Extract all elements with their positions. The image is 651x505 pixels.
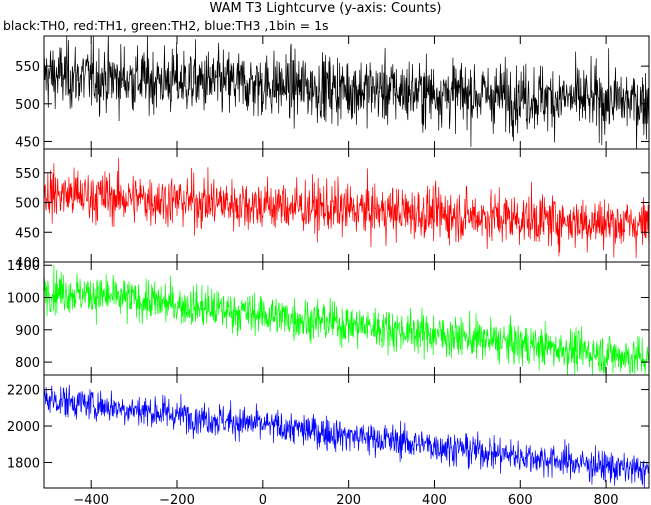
y-tick-label: 800 xyxy=(15,356,40,371)
x-tick-label: −200 xyxy=(159,493,195,505)
series-group-th2 xyxy=(44,264,649,375)
y-tick-label: 400 xyxy=(15,256,40,271)
x-tick-label: 200 xyxy=(336,493,361,505)
y-tick-label: 1800 xyxy=(7,456,40,471)
series-line-th3 xyxy=(44,384,649,488)
series-group-th0 xyxy=(44,36,649,149)
y-tick-label: 2000 xyxy=(7,420,40,435)
x-tick-label: −400 xyxy=(73,493,109,505)
panel-frame xyxy=(43,374,650,489)
series-line-th1 xyxy=(44,157,649,259)
series-group-th1 xyxy=(44,157,649,259)
chart-title: WAM T3 Lightcurve (y-axis: Counts) xyxy=(209,1,442,16)
series-line-th0 xyxy=(44,36,649,149)
x-tick-label: 400 xyxy=(422,493,447,505)
series-line-th2 xyxy=(44,264,649,375)
y-tick-label: 450 xyxy=(15,135,40,150)
y-tick-label: 900 xyxy=(15,324,40,339)
x-tick-label: 800 xyxy=(594,493,619,505)
y-tick-label: 1100 xyxy=(7,259,40,274)
x-tick-label: 600 xyxy=(508,493,533,505)
y-tick-label: 1000 xyxy=(7,292,40,307)
y-tick-label: 500 xyxy=(15,98,40,113)
y-tick-label: 550 xyxy=(15,60,40,75)
y-tick-label: 550 xyxy=(15,167,40,182)
chart-subtitle: black:TH0, red:TH1, green:TH2, blue:TH3 … xyxy=(3,18,329,33)
y-tick-label: 2200 xyxy=(7,384,40,399)
y-tick-label: 500 xyxy=(15,197,40,212)
y-tick-label: 450 xyxy=(15,226,40,241)
series-group-th3 xyxy=(44,384,649,488)
x-tick-label: 0 xyxy=(259,493,267,505)
